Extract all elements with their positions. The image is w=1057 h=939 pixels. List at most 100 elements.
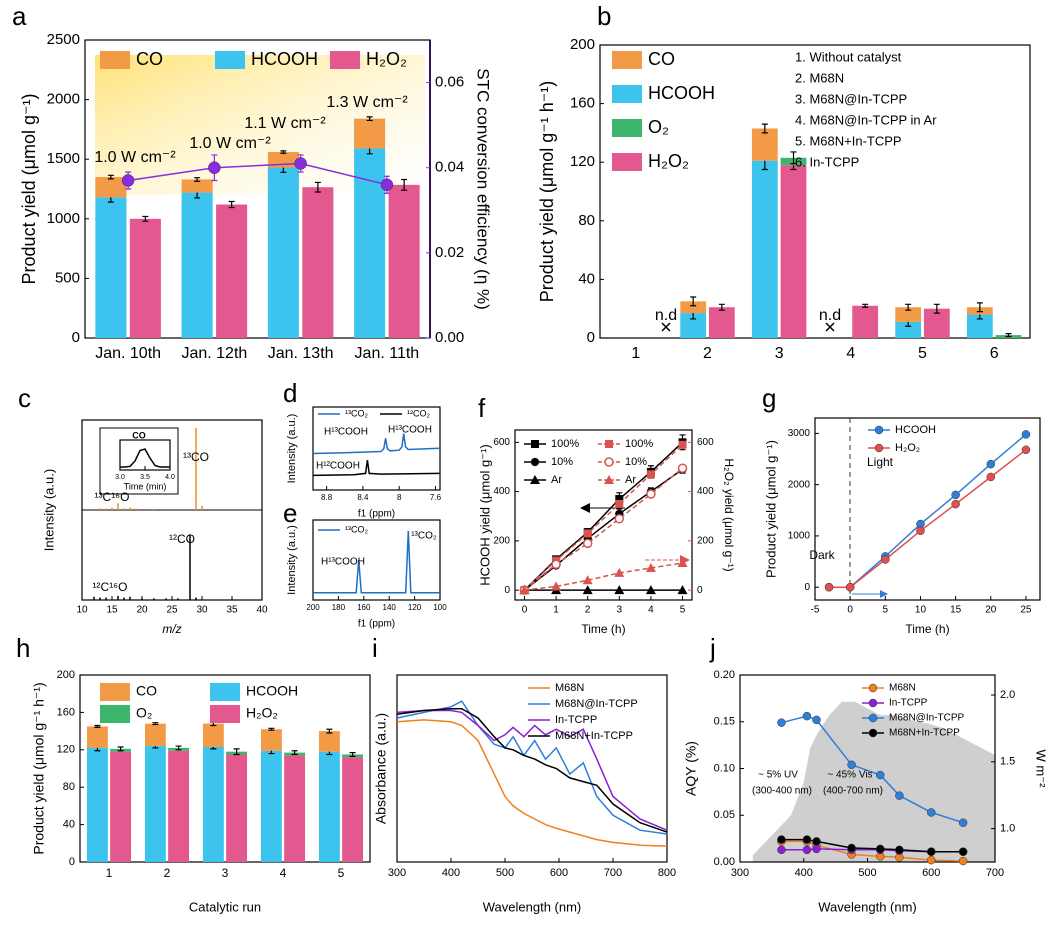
error-bar	[228, 200, 235, 209]
marker	[927, 855, 936, 865]
line	[396, 709, 668, 831]
marker	[802, 845, 812, 855]
y-tick-label: 80	[63, 781, 75, 793]
x-tick-label: 6	[990, 345, 999, 362]
y2-tick-label: 2.0	[1000, 689, 1015, 701]
marker	[582, 538, 593, 549]
plot-frame	[79, 674, 371, 863]
y2-axis-label: W m⁻²	[1034, 750, 1049, 789]
y-tick-label: 2000	[788, 479, 811, 490]
x-axis-label: Catalytic run	[189, 899, 261, 914]
x-tick-label: 3	[617, 605, 623, 616]
bar	[226, 754, 248, 862]
marker	[876, 844, 885, 854]
x-axis-label: Wavelength (nm)	[483, 899, 582, 914]
y-tick-label: 0	[804, 582, 810, 593]
annotation: ¹³CO	[183, 450, 209, 464]
line	[127, 162, 388, 186]
x-tick-label: 7.6	[430, 493, 442, 502]
x-tick-label: 3.5	[140, 474, 150, 481]
bar	[318, 731, 340, 752]
legend-label: M68N	[555, 682, 584, 694]
legend-label: HCOOH	[251, 49, 318, 69]
marker	[519, 585, 530, 595]
bar	[202, 723, 224, 747]
error-bar	[862, 303, 869, 308]
y-tick-label: 2500	[47, 31, 80, 48]
annotation: Dark	[809, 548, 835, 562]
x-tick-label: 25	[1020, 605, 1032, 616]
error-bar	[152, 722, 159, 726]
x-tick-label: 1	[631, 345, 640, 362]
marker	[615, 494, 624, 503]
plot-frame	[814, 417, 1041, 601]
annotation: H¹³COOH	[324, 427, 368, 438]
marker	[645, 562, 656, 572]
x-tick-label: 300	[388, 867, 406, 879]
error-bar	[933, 303, 940, 314]
line	[312, 459, 441, 477]
marker	[777, 835, 786, 844]
y-axis-label: Intensity (a.u.)	[286, 525, 298, 595]
legend-swatch	[612, 85, 642, 103]
plot-frame	[599, 44, 1031, 339]
legend-label: 100%	[551, 438, 579, 450]
marker	[777, 845, 786, 855]
x-tick-label: 5	[883, 605, 889, 616]
plot-frame	[312, 519, 441, 601]
bar	[86, 726, 108, 748]
panel-label: c	[18, 383, 31, 413]
line	[313, 530, 440, 594]
annotation: n.d	[819, 307, 841, 324]
x-tick-label: 3	[222, 866, 229, 880]
x-tick-label: Jan. 11th	[355, 345, 420, 362]
error-bar	[233, 748, 240, 756]
x-tick-label: Jan. 13th	[268, 345, 334, 362]
legend-label: H₂O₂	[648, 151, 689, 171]
x-tick-label: 8.4	[357, 493, 369, 502]
legend-label: CO	[136, 683, 157, 699]
legend-swatch	[100, 683, 130, 701]
y2-axis-label: STC conversion efficiency (η %)	[474, 68, 493, 310]
x-tick-label: 20	[985, 605, 997, 616]
bar	[216, 204, 248, 338]
annotation: 1.0 W cm⁻²	[189, 135, 271, 152]
x-tick-label: 500	[496, 867, 514, 879]
bar	[388, 184, 420, 338]
line	[524, 468, 683, 591]
cross	[661, 322, 671, 332]
bar	[181, 192, 213, 338]
x-tick-label: 25	[166, 605, 178, 616]
panel-label: e	[283, 498, 297, 528]
legend-label: Ar	[625, 474, 636, 486]
x-tick-label: 700	[604, 867, 622, 879]
marker	[677, 585, 688, 595]
bar	[95, 177, 127, 198]
line	[396, 700, 668, 835]
x-tick-label: Jan. 12th	[181, 345, 247, 362]
x-tick-label: 140	[383, 603, 397, 612]
annotation: Light	[867, 455, 894, 469]
bar	[895, 321, 922, 338]
x-tick-label: 200	[306, 603, 320, 612]
y-tick-label: 80	[578, 212, 595, 229]
marker	[958, 847, 968, 856]
legend-label: In-TCPP	[889, 698, 928, 709]
y-tick-label: 0.20	[714, 669, 735, 681]
y-tick-label: 3000	[788, 428, 811, 439]
legend-swatch	[100, 705, 130, 723]
legend-swatch	[612, 119, 642, 137]
x-tick-label: 3	[775, 345, 784, 362]
x-tick-label: Jan. 10th	[95, 345, 161, 362]
y2-tick-label: 0.02	[435, 244, 464, 261]
marker	[645, 585, 656, 595]
x-tick-label: 300	[731, 867, 749, 879]
marker	[927, 847, 936, 856]
bar	[181, 179, 213, 193]
marker	[951, 499, 960, 509]
legend-swatch	[215, 51, 245, 69]
marker	[881, 555, 890, 564]
line	[524, 467, 683, 591]
marker	[916, 526, 925, 536]
x-tick-label: 600	[550, 867, 568, 879]
